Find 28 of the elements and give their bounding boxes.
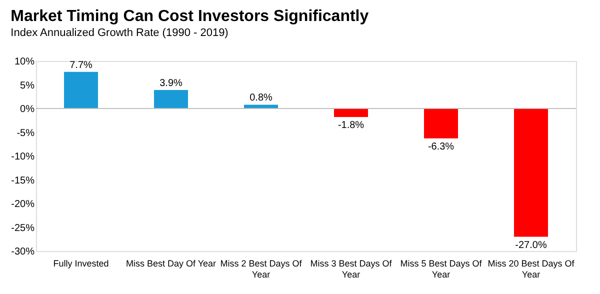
y-tick-label: -10% xyxy=(11,152,35,162)
x-tick-label: Miss 20 Best Days Of Year xyxy=(488,258,575,280)
data-label: 7.7% xyxy=(70,60,93,71)
y-tick-label: 10% xyxy=(14,56,35,68)
bar xyxy=(154,90,188,108)
data-label: -1.8% xyxy=(338,120,364,132)
x-tick-label: Miss 5 Best Days Of Year xyxy=(400,258,482,280)
data-label: -6.3% xyxy=(428,141,454,152)
x-tick-label: Miss Best Day Of Year xyxy=(126,258,216,268)
data-label: -27.0% xyxy=(515,240,547,251)
y-tick-label: 0% xyxy=(20,104,35,115)
y-tick-label: -5% xyxy=(16,128,35,139)
y-tick-label: -20% xyxy=(11,199,35,210)
chart-subtitle: Index Annualized Growth Rate (1990 - 2019) xyxy=(10,27,228,39)
x-tick-label: Miss 3 Best Days Of Year xyxy=(310,258,392,280)
bar xyxy=(64,72,98,108)
y-tick-label: -15% xyxy=(11,175,35,186)
data-label: 0.8% xyxy=(250,92,273,104)
bar xyxy=(334,108,368,118)
x-tick-label: Miss 2 Best Days Of Year xyxy=(220,258,302,280)
bar xyxy=(424,108,458,138)
y-tick-label: -30% xyxy=(11,246,35,258)
y-tick-label: 5% xyxy=(20,80,35,92)
chart-title: Market Timing Can Cost Investors Significantly xyxy=(10,8,369,25)
x-tick-label: Fully Invested xyxy=(53,258,109,268)
y-tick-label: -25% xyxy=(11,222,35,234)
bar xyxy=(514,108,548,237)
data-label: 3.9% xyxy=(160,78,183,89)
